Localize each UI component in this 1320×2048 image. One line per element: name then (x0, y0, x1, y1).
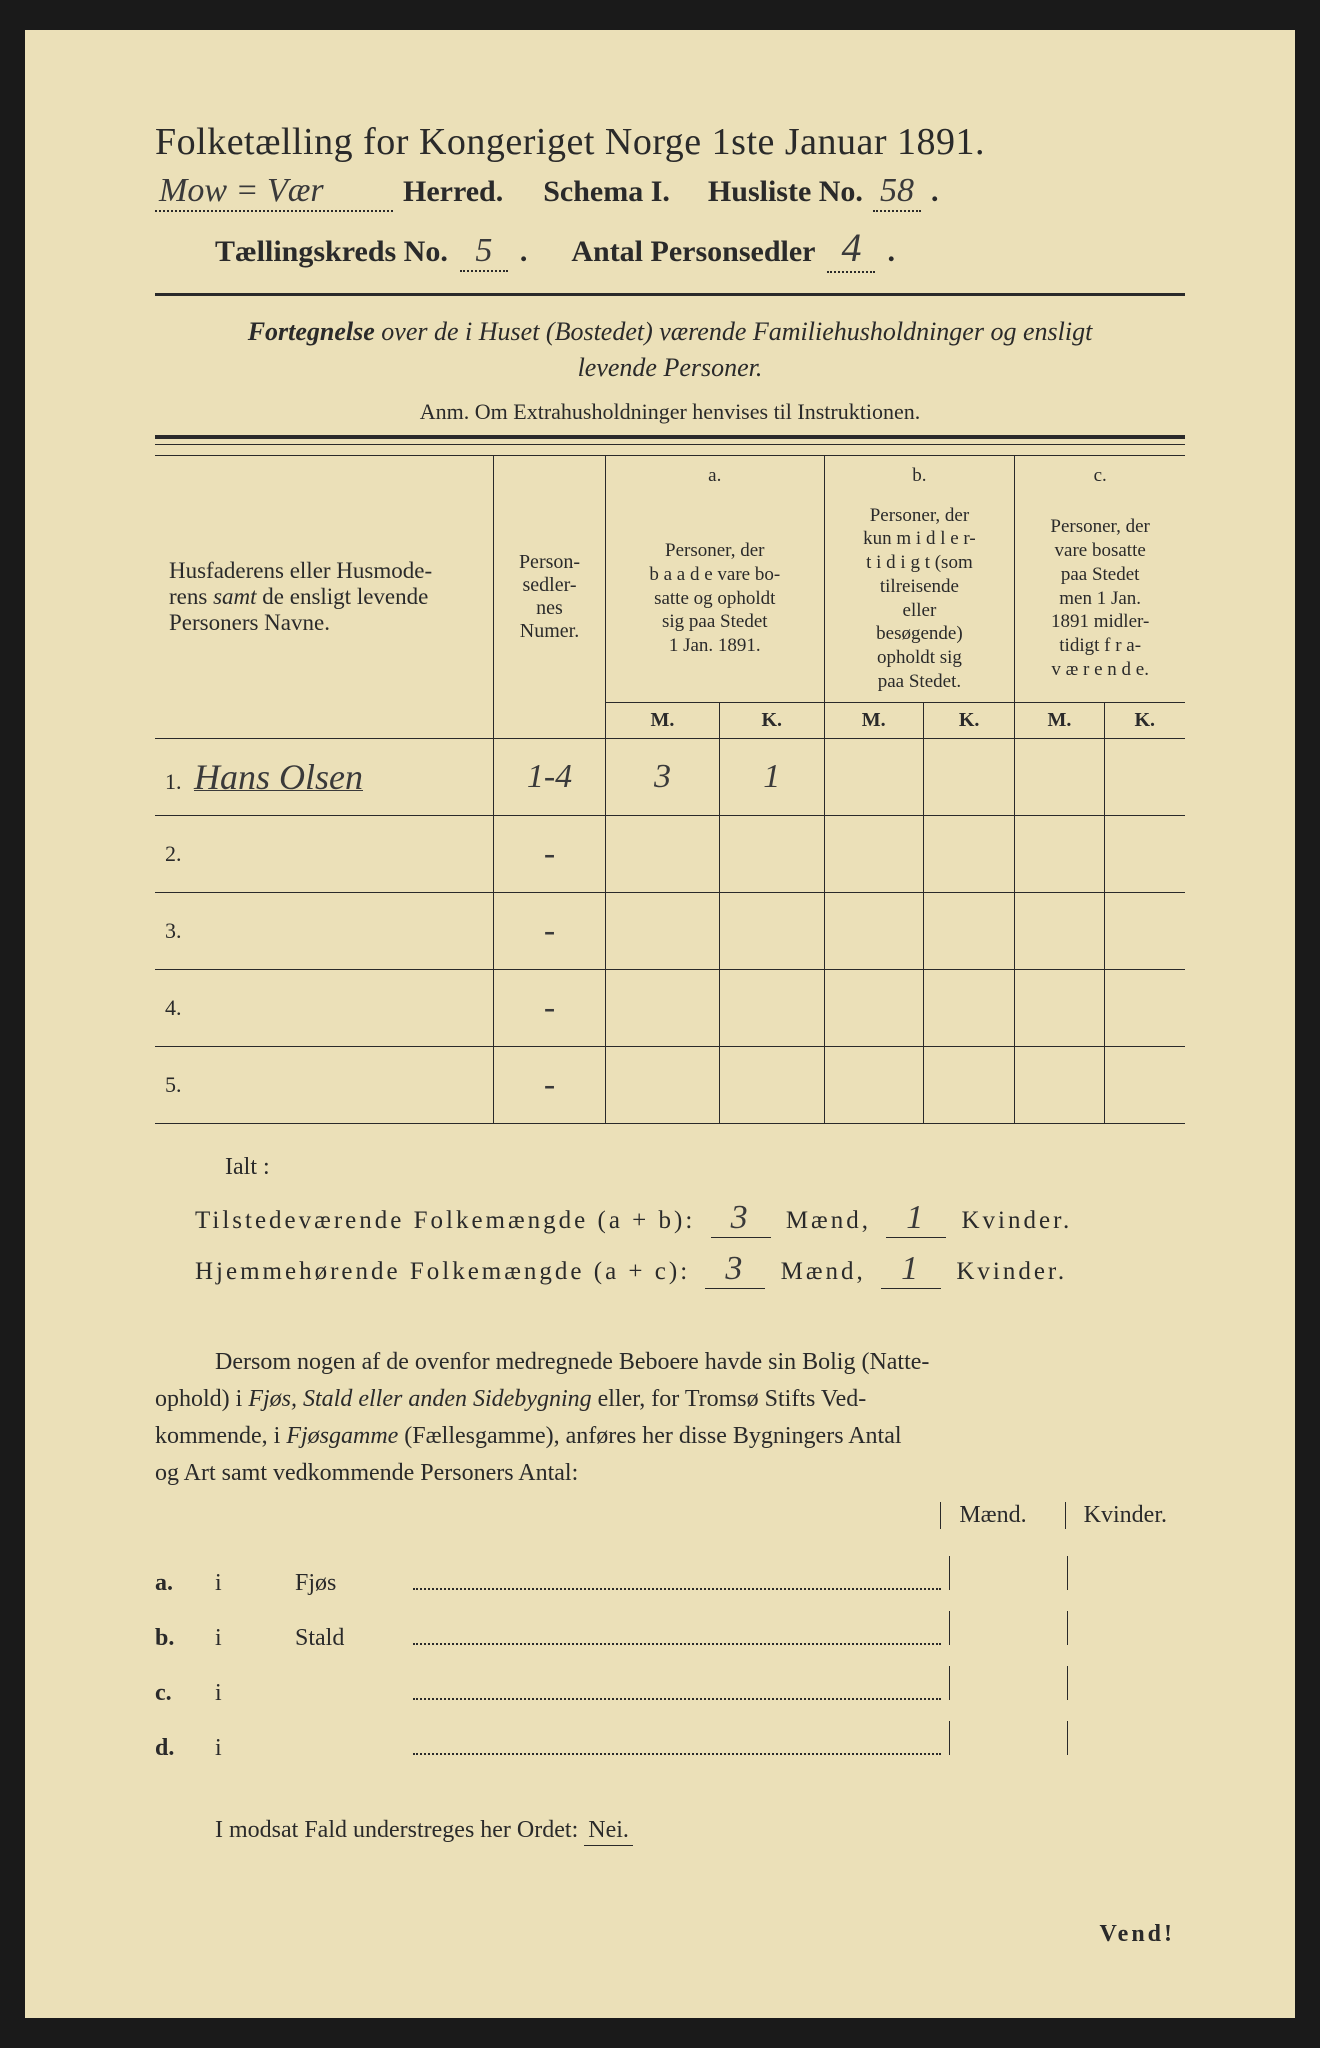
herred-label: Herred. (403, 175, 503, 209)
col-a-header: Personer, derb a a d e vare bo-satte og … (606, 496, 825, 703)
col-aM: M. (606, 702, 720, 738)
total-present: Tilstedeværende Folkemængde (a + b): 3 M… (195, 1199, 1185, 1238)
lower-mk-header: Mænd. Kvinder. (940, 1502, 1185, 1529)
header-row-herred: Mow = Vær Herred. Schema I. Husliste No.… (155, 172, 1185, 212)
ialt-label: Ialt : (225, 1154, 1185, 1181)
total-resident: Hjemmehørende Folkemængde (a + c): 3 Mæn… (195, 1250, 1185, 1289)
header-row-kreds: Tællingskreds No. 5 . Antal Personsedler… (155, 224, 1185, 273)
husliste-label: Husliste No. (708, 175, 863, 209)
table-row: 2. - (155, 815, 1185, 892)
lower-row: a. i Fjøs (155, 1556, 1185, 1597)
subtitle: Fortegnelse over de i Huset (Bostedet) v… (155, 314, 1185, 387)
col-b-header: Personer, derkun m i d l e r-t i d i g t… (824, 496, 1015, 703)
nei-word: Nei. (584, 1817, 633, 1846)
col-sedler-header: Person-sedler-nesNumer. (494, 455, 606, 738)
scan-frame: Folketælling for Kongeriget Norge 1ste J… (0, 0, 1320, 2048)
table-row: 1. Hans Olsen 1-4 3 1 (155, 738, 1185, 815)
col-aK: K. (719, 702, 824, 738)
kreds-label: Tællingskreds No. (215, 235, 448, 269)
nei-line: I modsat Fald understreges her Ordet: Ne… (155, 1817, 1185, 1844)
divider (155, 293, 1185, 296)
table-row: 3. - (155, 892, 1185, 969)
lower-row: c. i (155, 1666, 1185, 1707)
antal-label: Antal Personsedler (571, 235, 815, 269)
herred-value: Mow = Vær (155, 172, 393, 212)
anm-note: Anm. Om Extrahusholdninger henvises til … (155, 399, 1185, 425)
table-row: 5. - (155, 1046, 1185, 1123)
lower-row: b. i Stald (155, 1611, 1185, 1652)
main-table: Husfaderens eller Husmode-rens samt de e… (155, 455, 1185, 1124)
col-bK: K. (923, 702, 1014, 738)
col-cM: M. (1015, 702, 1104, 738)
col-c-header: Personer, dervare bosattepaa Stedetmen 1… (1015, 496, 1185, 703)
col-cK: K. (1104, 702, 1185, 738)
lower-row: d. i (155, 1721, 1185, 1762)
col-b-letter: b. (824, 455, 1015, 495)
col-c-letter: c. (1015, 455, 1185, 495)
page-title: Folketælling for Kongeriget Norge 1ste J… (155, 120, 1185, 164)
table-row: 4. - (155, 969, 1185, 1046)
husliste-value: 58 (873, 172, 921, 212)
census-form-page: Folketælling for Kongeriget Norge 1ste J… (25, 30, 1295, 2018)
col-a-letter: a. (606, 455, 825, 495)
dersom-paragraph: Dersom nogen af de ovenfor medregnede Be… (155, 1344, 1185, 1493)
divider (155, 435, 1185, 445)
vend-label: Vend! (1100, 1921, 1175, 1948)
col-names-header: Husfaderens eller Husmode-rens samt de e… (155, 455, 494, 738)
lower-table: Mænd. Kvinder. a. i Fjøs b. i Stald c. i… (155, 1512, 1185, 1762)
col-bM: M. (824, 702, 923, 738)
antal-value: 4 (827, 224, 875, 273)
kreds-value: 5 (460, 232, 508, 272)
schema-label: Schema I. (543, 175, 670, 209)
